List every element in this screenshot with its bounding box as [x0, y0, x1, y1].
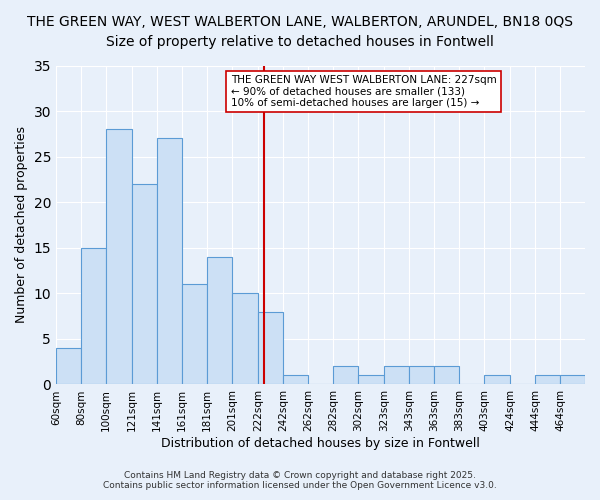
Bar — [106, 130, 132, 384]
Bar — [358, 376, 384, 384]
Text: Size of property relative to detached houses in Fontwell: Size of property relative to detached ho… — [106, 35, 494, 49]
Text: Contains HM Land Registry data © Crown copyright and database right 2025.
Contai: Contains HM Land Registry data © Crown c… — [103, 470, 497, 490]
Bar — [434, 366, 459, 384]
Text: THE GREEN WAY WEST WALBERTON LANE: 227sqm
← 90% of detached houses are smaller (: THE GREEN WAY WEST WALBERTON LANE: 227sq… — [230, 75, 496, 108]
Bar — [232, 294, 258, 384]
Bar — [157, 138, 182, 384]
Bar — [409, 366, 434, 384]
X-axis label: Distribution of detached houses by size in Fontwell: Distribution of detached houses by size … — [161, 437, 480, 450]
Text: THE GREEN WAY, WEST WALBERTON LANE, WALBERTON, ARUNDEL, BN18 0QS: THE GREEN WAY, WEST WALBERTON LANE, WALB… — [27, 15, 573, 29]
Bar — [333, 366, 358, 384]
Bar — [283, 376, 308, 384]
Bar — [560, 376, 585, 384]
Bar — [535, 376, 560, 384]
Bar — [56, 348, 81, 385]
Bar — [258, 312, 283, 384]
Bar — [81, 248, 106, 384]
Bar — [132, 184, 157, 384]
Y-axis label: Number of detached properties: Number of detached properties — [15, 126, 28, 324]
Bar — [384, 366, 409, 384]
Bar — [484, 376, 510, 384]
Bar — [182, 284, 207, 384]
Bar — [207, 257, 232, 384]
